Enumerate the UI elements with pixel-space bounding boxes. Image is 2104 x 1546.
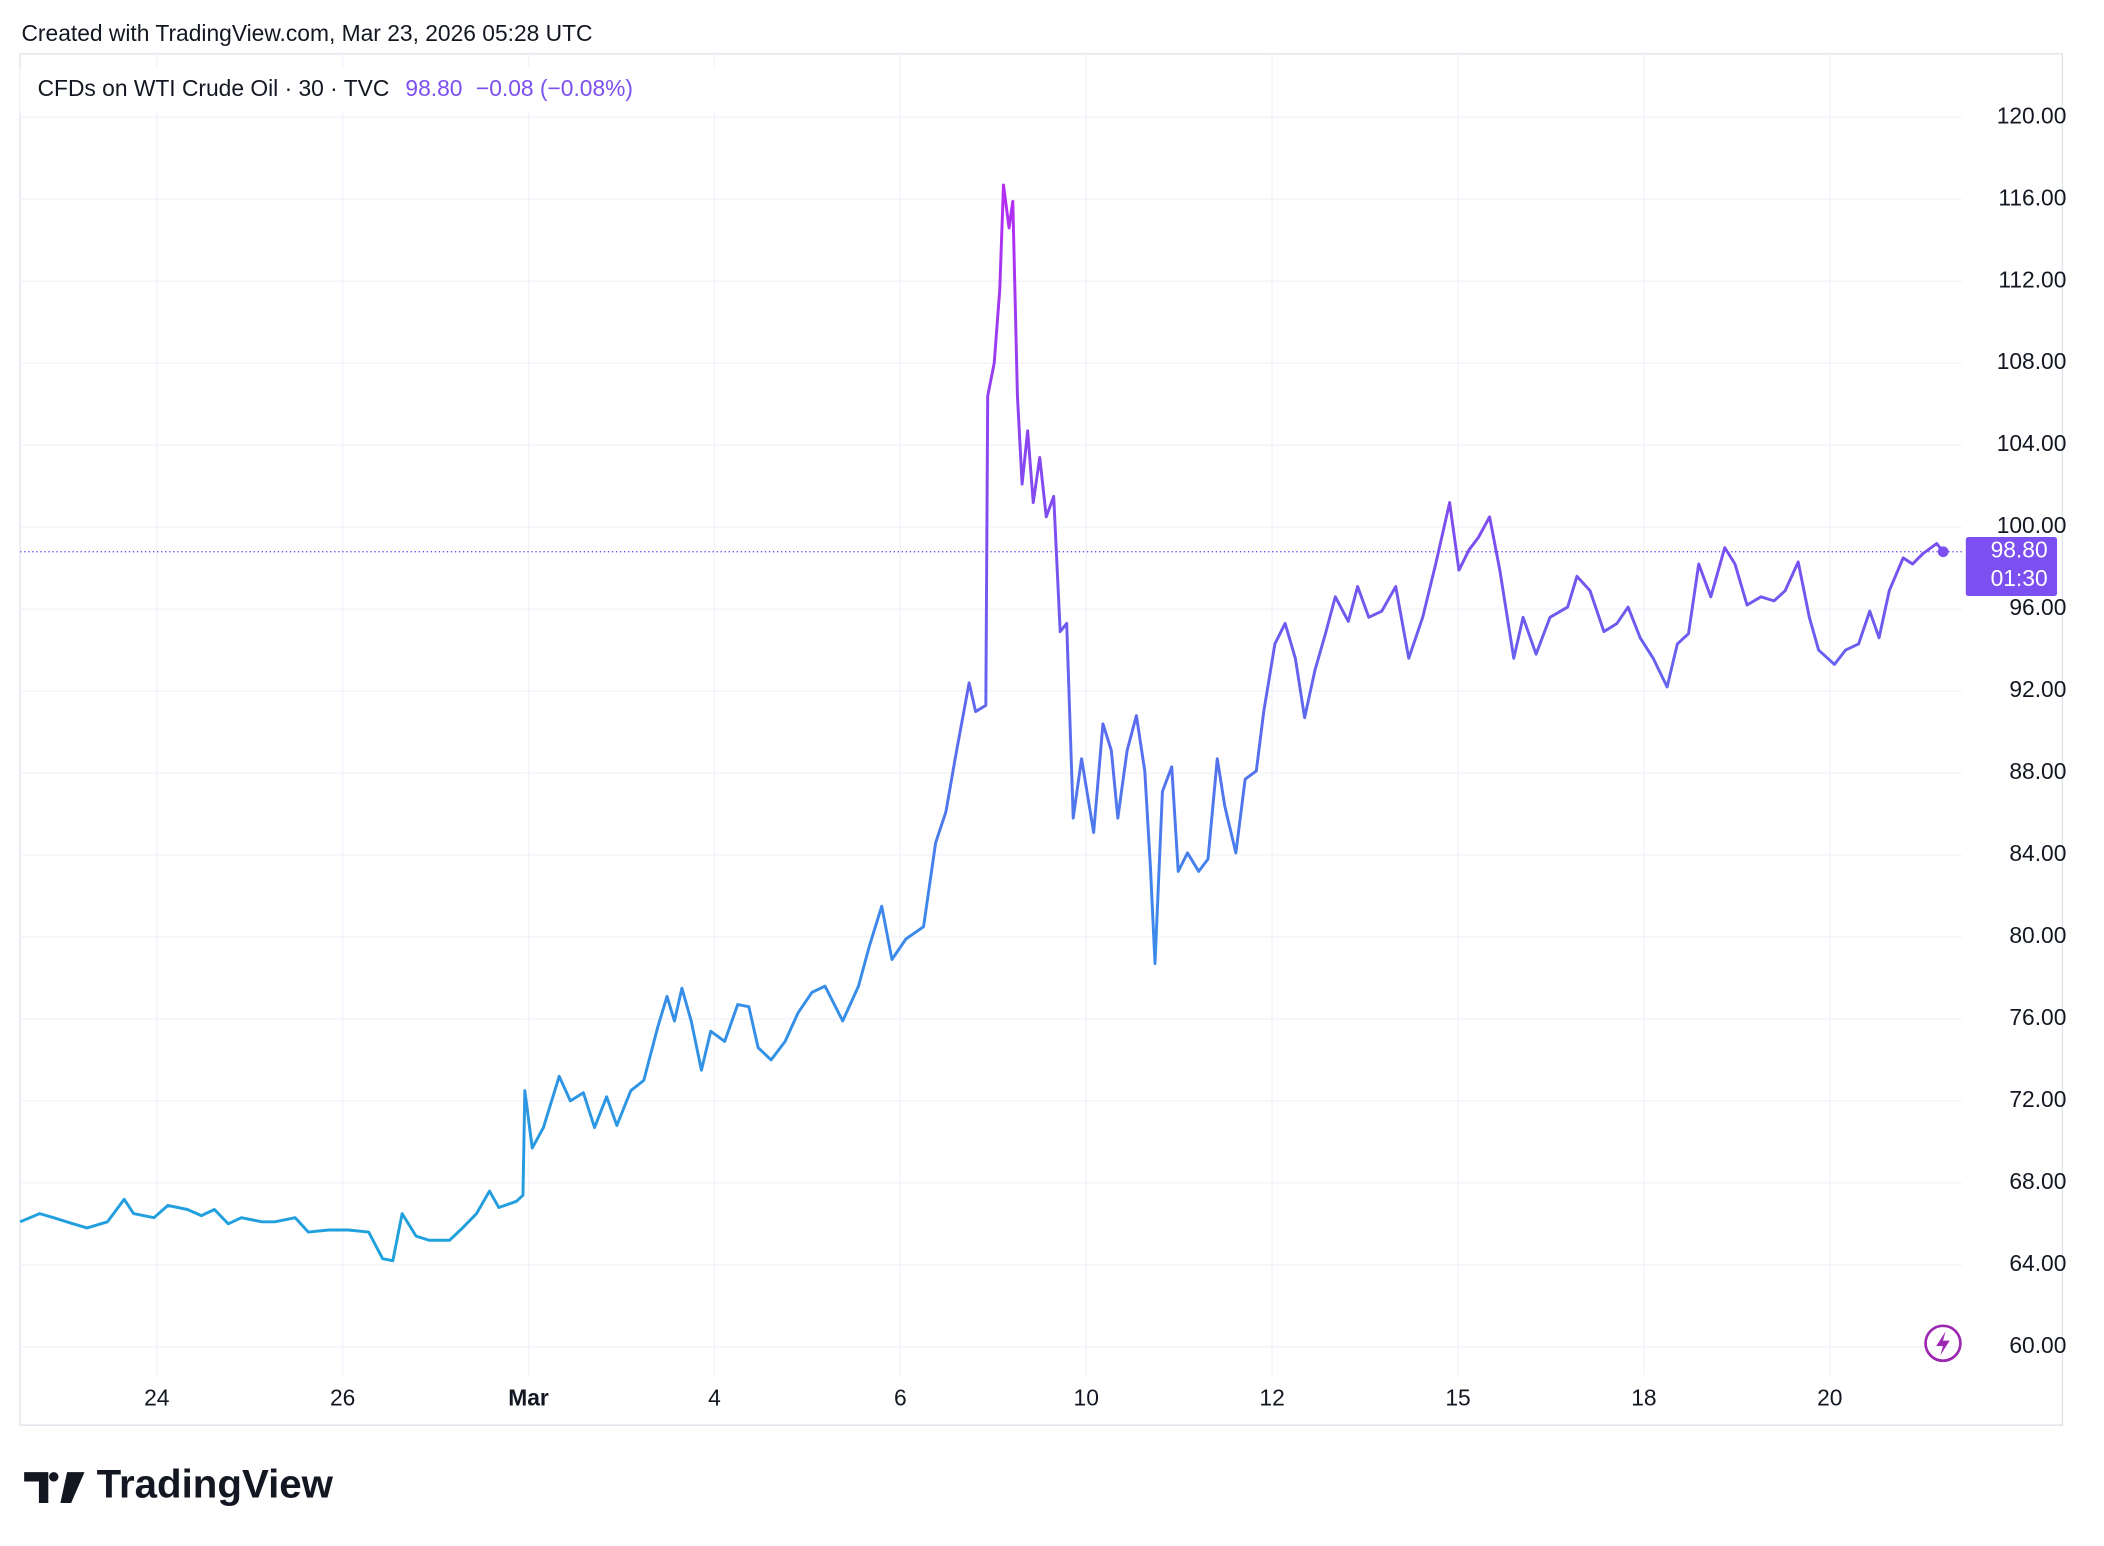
- y-tick-label: 116.00: [1998, 184, 2066, 210]
- y-tick-label: 92.00: [2009, 676, 2066, 702]
- plot: [19, 183, 1962, 1263]
- legend-title: CFDs on WTI Crude Oil · 30 · TVC: [38, 75, 390, 101]
- y-tick-label: 84.00: [2009, 840, 2066, 866]
- y-tick-label: 96.00: [2009, 594, 2066, 620]
- x-tick-label: 6: [894, 1385, 907, 1411]
- header-text: Created with TradingView.com, Mar 23, 20…: [21, 20, 592, 46]
- y-tick-label: 100.00: [1997, 512, 2067, 538]
- y-tick-label: 60.00: [2009, 1332, 2066, 1358]
- y-tick-label: 72.00: [2009, 1086, 2066, 1112]
- x-tick-label: 20: [1817, 1385, 1842, 1411]
- grid: [20, 53, 1962, 1376]
- y-tick-label: 68.00: [2009, 1168, 2066, 1194]
- price-badge-countdown: 01:30: [1991, 565, 2048, 591]
- price-badge: [1965, 536, 2058, 597]
- y-tick-label: 108.00: [1997, 348, 2067, 374]
- x-tick-label: Mar: [508, 1385, 549, 1411]
- logo-mark: [24, 1472, 85, 1503]
- legend-price: 98.80: [405, 75, 462, 101]
- y-tick-label: 64.00: [2009, 1250, 2066, 1276]
- x-tick-label: 15: [1445, 1385, 1470, 1411]
- x-tick-label: 4: [708, 1385, 721, 1411]
- y-tick-label: 112.00: [1998, 266, 2066, 292]
- price-badge-label: 98.80: [1991, 537, 2048, 563]
- y-tick-label: 88.00: [2009, 758, 2066, 784]
- lightning-icon: [1924, 1324, 1962, 1363]
- logo-text: TradingView: [97, 1461, 334, 1506]
- legend-bg: [20, 67, 718, 113]
- chart-frame: [19, 53, 2064, 1426]
- x-tick-label: 18: [1631, 1385, 1656, 1411]
- icon-circle: [1924, 1324, 1962, 1363]
- x-tick-label: 10: [1074, 1385, 1099, 1411]
- y-tick-label: 80.00: [2009, 922, 2066, 948]
- x-tick-label: 26: [330, 1385, 355, 1411]
- tradingview-logo: TradingView: [24, 1461, 334, 1506]
- y-tick-label: 104.00: [1997, 430, 2067, 456]
- x-tick-label: 12: [1259, 1385, 1284, 1411]
- last-point: [1937, 546, 1949, 558]
- icon-bolt: [1936, 1331, 1950, 1356]
- y-tick-label: 120.00: [1997, 102, 2067, 128]
- y-tick-label: 76.00: [2009, 1004, 2066, 1030]
- legend-change: −0.08 (−0.08%): [476, 75, 633, 101]
- x-tick-label: 24: [144, 1385, 170, 1411]
- price-line: [19, 183, 1945, 1263]
